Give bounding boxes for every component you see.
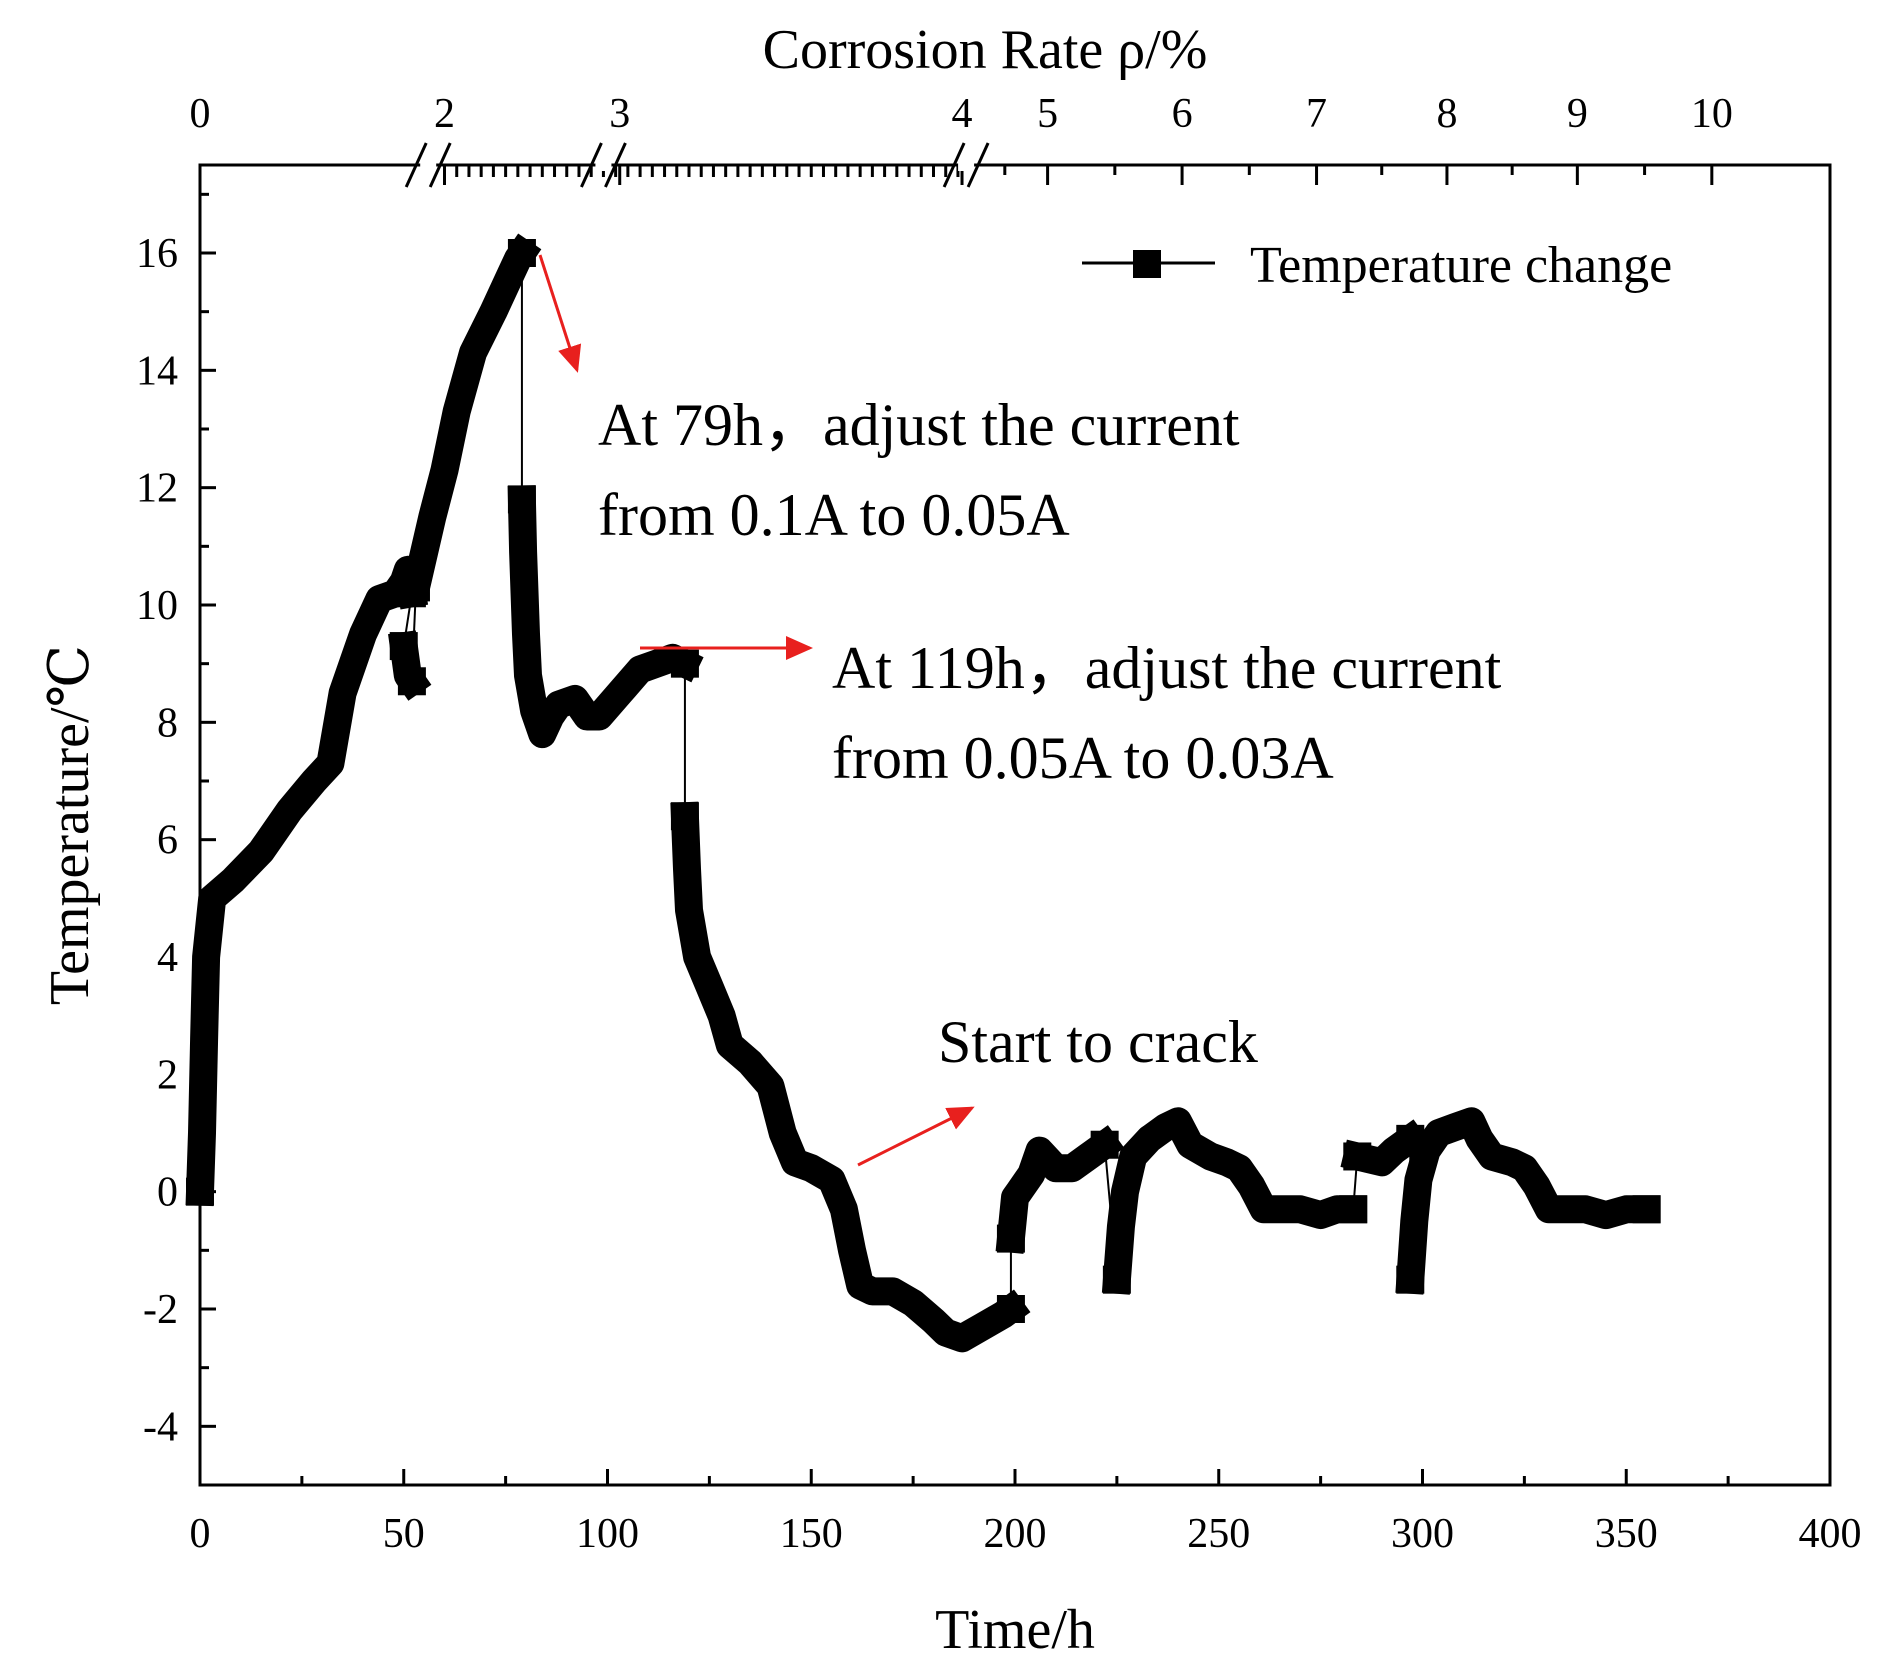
annotation-119h-line1: At 119h，adjust the current (832, 635, 1502, 701)
data-point (1396, 1124, 1425, 1153)
top-tick-label: 2 (434, 91, 455, 137)
legend: Temperature change (1082, 237, 1672, 294)
x-tick-label: 300 (1391, 1511, 1454, 1557)
x-tick-label: 400 (1799, 1511, 1862, 1557)
y-axis-title: Temperature/℃ (39, 645, 101, 1005)
axis-break-mark (428, 142, 452, 188)
data-point (670, 802, 699, 831)
data-point (397, 667, 426, 696)
annotation-79h: At 79h，adjust the current from 0.1A to 0… (538, 254, 1240, 548)
axis-break-mark (580, 142, 603, 188)
y-tick-label: 8 (157, 700, 178, 746)
data-point (1339, 1195, 1368, 1224)
axis-break-mark (604, 142, 627, 188)
y-tick-label: 0 (157, 1170, 178, 1216)
y-tick-label: 12 (136, 466, 178, 512)
annotation-119h-line2: from 0.05A to 0.03A (832, 725, 1334, 791)
data-point (1343, 1142, 1372, 1171)
y-tick-label: 16 (136, 231, 178, 277)
x-axis-title: Time/h (935, 1599, 1095, 1661)
top-tick-label: 3 (609, 91, 630, 137)
annotation-crack-label: Start to crack (938, 1009, 1258, 1075)
data-point (1102, 1265, 1131, 1294)
data-point (670, 649, 699, 678)
legend-label: Temperature change (1250, 237, 1672, 294)
y-axis-ticks: -4 -2 0 2 4 6 8 10 12 14 16 (136, 192, 216, 1487)
y-tick-label: 6 (157, 818, 178, 864)
series-line (185, 555, 429, 1207)
series-line (507, 485, 704, 749)
data-point (389, 632, 418, 661)
data-point (996, 1295, 1025, 1323)
annotation-crack: Start to crack (857, 1009, 1258, 1167)
data-point (1632, 1195, 1661, 1224)
data-point (1396, 1265, 1425, 1294)
y-tick-label: 14 (136, 348, 178, 394)
x-tick-label: 250 (1187, 1511, 1250, 1557)
series-line (995, 1125, 1125, 1254)
x-tick-label: 50 (383, 1511, 425, 1557)
top-tick-label: 8 (1436, 91, 1457, 137)
top-axis-title: Corrosion Rate ρ/% (763, 19, 1208, 81)
axis-break-gap (595, 159, 612, 171)
annotation-119h: At 119h，adjust the current from 0.05A to… (640, 635, 1502, 791)
top-tick-label: 4 (952, 91, 973, 137)
data-point (996, 1224, 1025, 1253)
x-tick-label: 200 (984, 1511, 1047, 1557)
top-tick-label: 0 (190, 91, 211, 137)
y-tick-label: -2 (143, 1287, 178, 1333)
top-tick-label: 6 (1172, 91, 1193, 137)
data-point (507, 239, 536, 267)
legend-marker (1133, 250, 1161, 278)
top-tick-label: 7 (1306, 91, 1327, 137)
series-temperature-change (185, 233, 1661, 1353)
top-tick-label: 5 (1037, 91, 1058, 137)
y-tick-label: 2 (157, 1052, 178, 1098)
annotation-crack-arrow (857, 1106, 975, 1167)
data-point (1090, 1130, 1119, 1159)
axis-break-gap (958, 159, 975, 171)
plot-frame (198, 163, 1832, 1487)
top-tick-label: 9 (1567, 91, 1588, 137)
x-tick-label: 0 (190, 1511, 211, 1557)
annotation-79h-arrow (538, 254, 582, 373)
axis-break-gap (420, 159, 437, 171)
y-tick-label: 10 (136, 583, 178, 629)
data-point (507, 485, 536, 514)
x-tick-label: 150 (780, 1511, 843, 1557)
series-line (670, 801, 1031, 1353)
y-tick-label: -4 (143, 1404, 178, 1450)
x-tick-label: 100 (576, 1511, 639, 1557)
data-point (401, 573, 430, 602)
top-tick-label: 10 (1691, 91, 1733, 137)
axis-break-mark (404, 142, 428, 188)
annotation-79h-line2: from 0.1A to 0.05A (598, 482, 1070, 548)
data-point (186, 1177, 214, 1206)
x-tick-label: 350 (1595, 1511, 1658, 1557)
y-tick-label: 4 (157, 935, 178, 981)
series-line (1101, 1107, 1368, 1295)
axis-break-mark (942, 142, 966, 188)
annotation-79h-line1: At 79h，adjust the current (598, 392, 1240, 458)
series-line (1395, 1107, 1661, 1295)
top-axis-ticks: 0 2 3 4 5 6 7 8 9 10 (190, 91, 1733, 188)
series-line (399, 233, 542, 605)
axis-break-mark (966, 142, 990, 188)
x-axis-ticks: 0 50 100 150 200 250 300 350 400 (190, 1469, 1862, 1557)
